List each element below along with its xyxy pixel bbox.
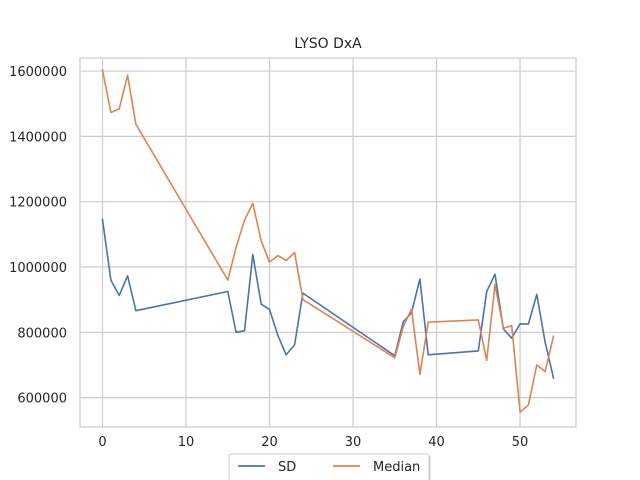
x-tick-label: 0 <box>98 435 106 450</box>
y-tick-label: 1200000 <box>9 196 67 211</box>
legend-box <box>228 453 430 480</box>
y-tick-labels: 600000 800000 1000000 1200000 1400000 1600000 <box>9 65 67 407</box>
series-line-median <box>101 69 555 414</box>
y-tick-label: 600000 <box>17 392 67 407</box>
legend-label-sd: SD <box>278 460 296 475</box>
legend: SD Median <box>228 453 431 480</box>
x-tick-label: 50 <box>512 435 529 450</box>
grid-lines <box>80 58 576 427</box>
y-tick-label: 1600000 <box>9 65 67 80</box>
plot-frame <box>79 57 577 428</box>
x-tick-label: 30 <box>345 435 362 450</box>
y-tick-label: 1400000 <box>9 130 67 145</box>
series-lines <box>101 69 555 414</box>
y-tick-label: 1000000 <box>9 261 67 276</box>
legend-label-median: Median <box>373 460 420 475</box>
chart-title: LYSO DxA <box>294 36 362 52</box>
x-tick-label: 20 <box>261 435 278 450</box>
x-tick-label: 40 <box>428 435 445 450</box>
y-tick-label: 800000 <box>17 326 67 341</box>
x-tick-labels: 0 10 20 30 40 50 <box>98 435 528 450</box>
x-tick-label: 10 <box>178 435 195 450</box>
